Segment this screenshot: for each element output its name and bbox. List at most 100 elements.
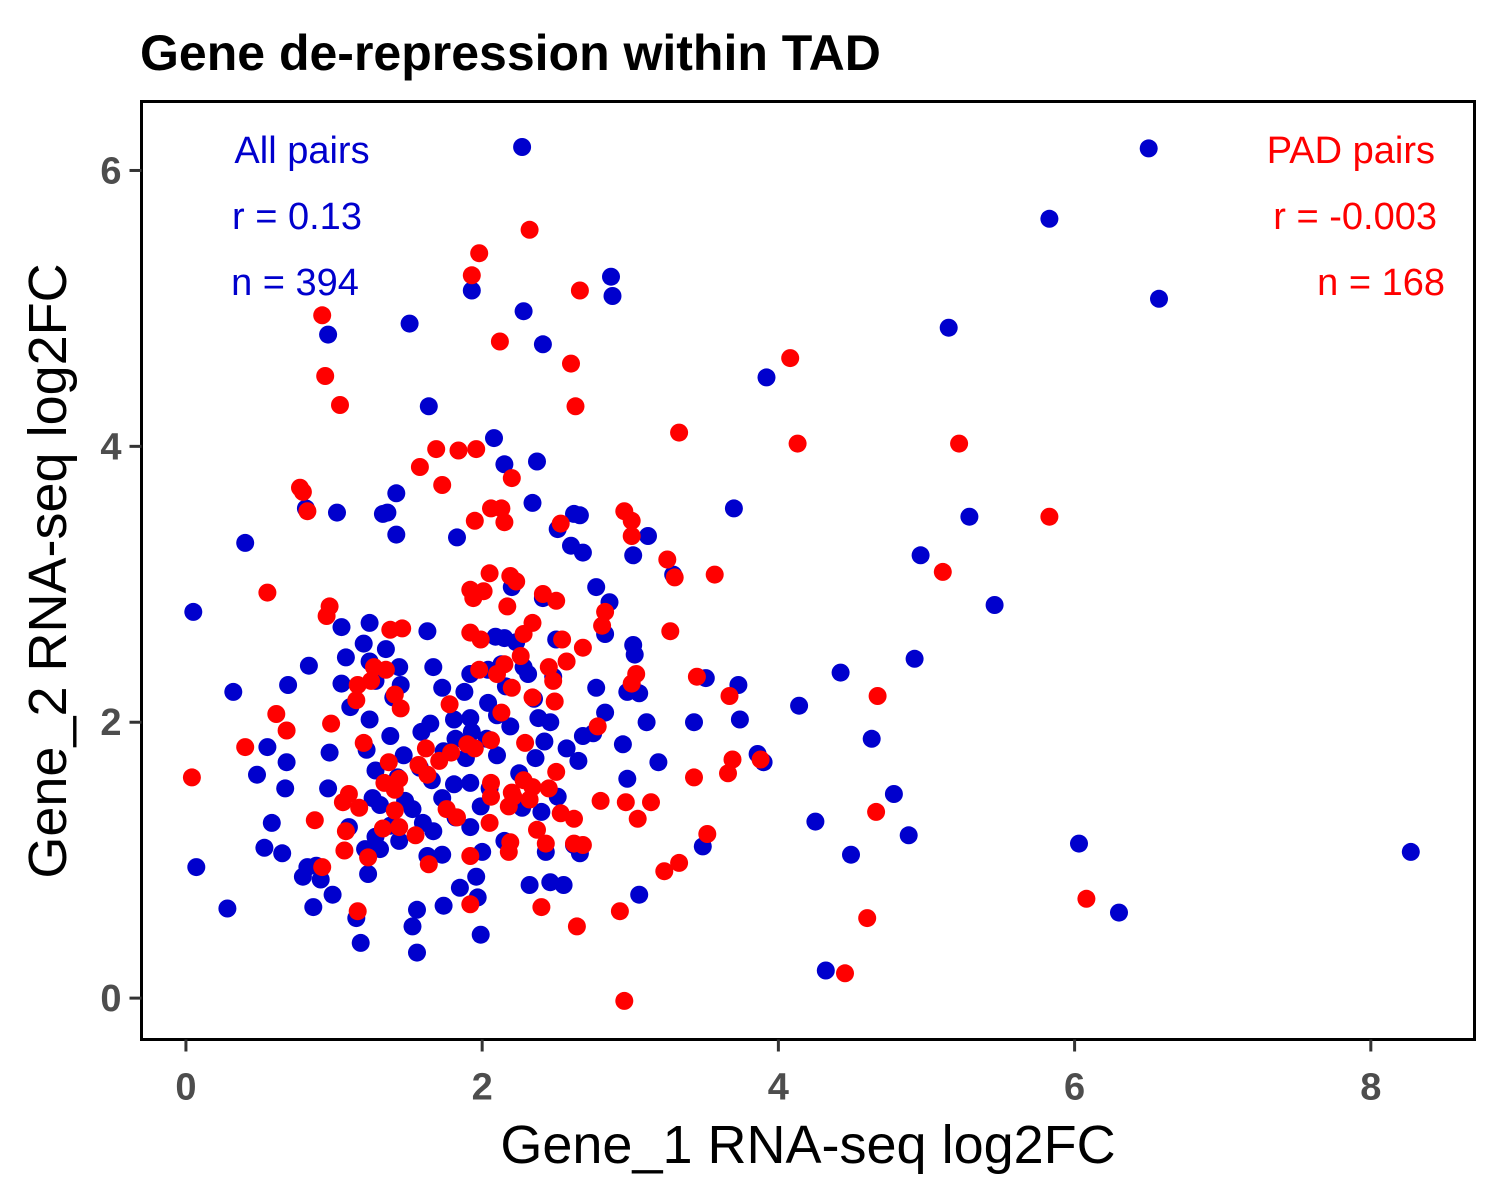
x-axis-title: Gene_1 RNA-seq log2FC [500, 1115, 1115, 1175]
all-pairs-point [277, 753, 296, 772]
pad-pairs-point [499, 842, 518, 861]
x-tick-label: 2 [472, 1067, 493, 1109]
pad-pairs-point [336, 822, 355, 841]
pad-pairs-point [391, 699, 410, 718]
pad-pairs-point [642, 793, 660, 812]
pad-pairs-point [670, 853, 689, 872]
pad-pairs-point [348, 676, 367, 694]
pad-pairs-point [698, 825, 717, 843]
pad-pairs-point [562, 354, 580, 373]
all-pairs-point [418, 622, 437, 641]
all-pairs-point [279, 676, 298, 694]
all-pairs-point [1139, 139, 1158, 158]
pad-pairs-point [490, 332, 509, 351]
pad-pairs-point [557, 652, 576, 671]
pad-pairs-point [465, 739, 484, 758]
all-pairs-point [403, 917, 422, 936]
pad-pairs-point [547, 591, 566, 610]
pad-pairs-point [499, 797, 518, 816]
pad-pairs-point [520, 220, 539, 239]
pad-pairs-point [313, 306, 332, 325]
all-pairs-point [541, 713, 560, 732]
y-tick-label: 0 [100, 978, 121, 1020]
pad-pairs-point [416, 739, 435, 758]
all-pairs-point [378, 503, 397, 522]
pad-pairs-point [464, 589, 483, 608]
pad-pairs-point [236, 738, 255, 757]
all-pairs-point [332, 674, 351, 693]
points-layer [182, 138, 1420, 1010]
pad-pairs-point [492, 499, 511, 518]
pad-pairs-point [591, 791, 610, 810]
pad-pairs-point [622, 674, 641, 693]
all-pairs-point [273, 844, 292, 863]
all-pairs-point [519, 665, 538, 683]
all-pairs-point [649, 753, 668, 772]
all-pairs-point [319, 325, 338, 344]
pad-pairs-point [305, 811, 324, 830]
pad-pairs-point [277, 721, 296, 740]
all-pairs-point [685, 713, 703, 732]
all-pairs-point [639, 527, 657, 545]
pad-pairs-point [507, 572, 526, 591]
x-tick-label: 4 [768, 1067, 789, 1109]
pad-pairs-point [406, 826, 425, 845]
pad-pairs-point [573, 836, 592, 854]
all-pairs-point [224, 682, 243, 701]
all-pairs-point [360, 710, 379, 729]
pad-pairs-point [258, 583, 277, 602]
x-tick-label: 8 [1360, 1067, 1381, 1109]
all-pairs-point [899, 826, 918, 845]
all-pairs-point [533, 335, 552, 354]
pad-pairs-point [331, 396, 349, 414]
all-pairs-point [570, 506, 589, 525]
pad-pairs-point [539, 779, 558, 798]
pad-pairs-annotation: PAD pairs r = -0.003 n = 168 [1267, 130, 1445, 304]
all-pairs-point [625, 645, 644, 664]
all-pairs-point [424, 658, 443, 677]
all-pairs-point [319, 779, 338, 798]
pad-pairs-point [573, 638, 592, 657]
pad-pairs-point [705, 565, 724, 584]
all-pairs-point [455, 682, 474, 701]
all-pairs-point [573, 543, 592, 562]
pad-pairs-point [570, 281, 589, 300]
all-pairs-point [336, 648, 355, 667]
all-pairs-point [408, 900, 426, 919]
all-pairs-point [461, 709, 480, 728]
all-pairs-point [724, 499, 743, 518]
all-pairs-point [573, 727, 592, 745]
pad-pairs-point [567, 917, 586, 936]
pad-pairs-point [482, 773, 500, 792]
pad-pairs-point [536, 834, 555, 853]
pad-pairs-point [551, 514, 570, 533]
all-pairs-point [842, 845, 860, 864]
plot-border [140, 100, 1476, 1041]
pad-pairs-point [480, 813, 499, 832]
pad-pairs-point [547, 762, 566, 781]
pad-pairs-point [566, 397, 585, 416]
all-pairs-point [366, 761, 385, 780]
all-pairs-point [1401, 842, 1420, 861]
pad-pairs-point [430, 751, 449, 770]
pad-pairs-point [347, 691, 366, 710]
pad-pairs-point [528, 820, 546, 839]
all-pairs-point [905, 649, 924, 668]
all-pairs-point [488, 746, 506, 765]
x-tick-label: 0 [175, 1067, 196, 1109]
all-pairs-point [985, 596, 1004, 614]
y-tick-label: 6 [100, 150, 121, 192]
pad-pairs-point [545, 692, 564, 711]
all-pairs-point [304, 898, 323, 917]
pad-pairs-point [482, 787, 500, 806]
x-axis: 0 2 4 6 8 [175, 1039, 1381, 1109]
pad-pairs-point [502, 469, 521, 488]
pad-pairs-point [532, 898, 551, 917]
all-pairs-point [381, 727, 400, 745]
pad-pairs-point [622, 511, 641, 530]
all-pairs-point [495, 455, 514, 474]
pad-pairs-point [482, 731, 500, 750]
pad-pairs-point [514, 625, 533, 643]
pad-pairs-point [533, 585, 552, 603]
all-pairs-point [218, 899, 237, 918]
